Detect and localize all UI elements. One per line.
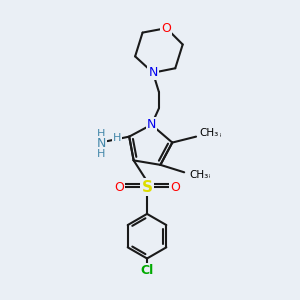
Text: O: O [161, 22, 171, 34]
Text: O: O [170, 181, 180, 194]
Text: CH₃: CH₃ [202, 129, 221, 139]
Text: H: H [97, 148, 105, 159]
Text: O: O [114, 181, 124, 194]
Text: S: S [142, 180, 152, 195]
Text: H: H [95, 145, 104, 155]
Text: Cl: Cl [140, 265, 154, 278]
Text: N: N [148, 66, 158, 79]
Text: N: N [147, 118, 156, 131]
Text: N: N [96, 132, 106, 145]
Text: CH₃: CH₃ [200, 128, 219, 138]
Text: CH₃: CH₃ [189, 170, 209, 180]
Text: O: O [170, 181, 180, 194]
Text: H: H [113, 133, 122, 143]
Text: CH₃: CH₃ [192, 170, 211, 180]
Text: S: S [142, 180, 152, 195]
Text: N: N [148, 66, 158, 79]
Text: O: O [161, 22, 171, 34]
Text: H: H [98, 129, 106, 139]
Text: O: O [114, 181, 124, 194]
Text: N: N [96, 137, 106, 150]
Text: Cl: Cl [140, 265, 154, 278]
